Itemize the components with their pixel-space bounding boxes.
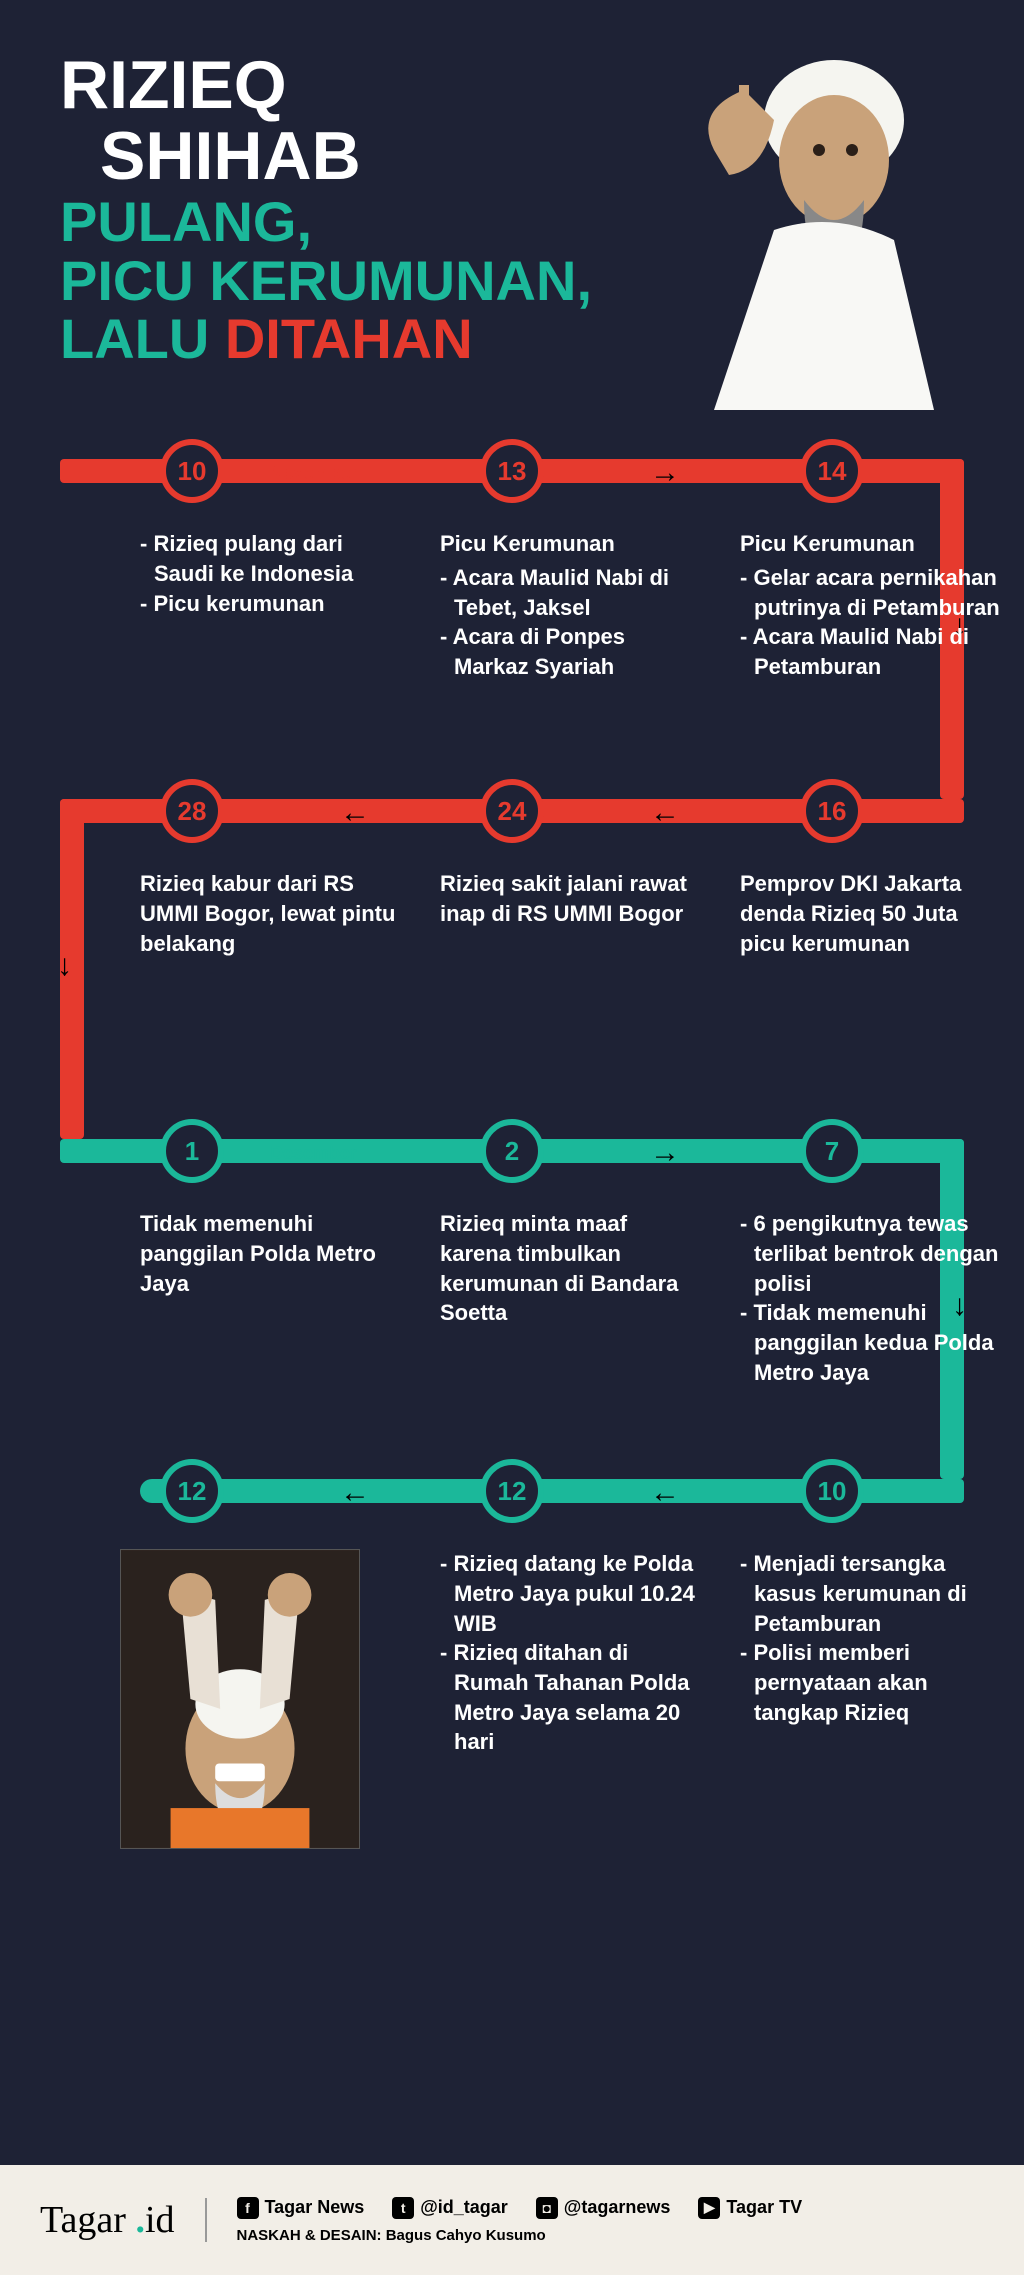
desc-text: Pemprov DKI Jakarta denda Rizieq 50 Juta… [740,869,1000,958]
timeline-node: 14 [800,439,864,503]
timeline-node: 2 [480,1119,544,1183]
timeline-node: 1 [160,1119,224,1183]
timeline-node: 10 [160,439,224,503]
timeline-node: 12 [480,1459,544,1523]
timeline-desc: Picu Kerumunan Gelar acara pernikahan put… [740,529,1000,681]
footer-brand: Tagar .id [40,2198,207,2242]
social-item[interactable]: t @id_tagar [392,2197,508,2219]
social-row: f Tagar News t @id_tagar ◘ @tagarnews ▶ Tagar T… [237,2197,803,2219]
timeline-desc: Rizieq pulang dari Saudi ke IndonesiaPic… [140,529,400,618]
arrow-icon: ↓ [57,949,72,983]
desc-item: Menjadi tersangka kasus kerumunan di Pet… [740,1549,1000,1638]
timeline-node: 24 [480,779,544,843]
desc-lead: Picu Kerumunan [440,529,700,559]
desc-list: Rizieq datang ke Polda Metro Jaya pukul … [440,1549,700,1757]
timeline-row-0: November→↓10Rizieq pulang dari Saudi ke … [60,429,964,769]
timeline-desc: Menjadi tersangka kasus kerumunan di Pet… [740,1549,1000,1727]
social-item[interactable]: f Tagar News [237,2197,365,2219]
footer-right: f Tagar News t @id_tagar ◘ @tagarnews ▶ Tagar T… [237,2197,803,2244]
timeline-photo [120,1549,360,1849]
desc-item: Tidak memenuhi panggilan kedua Polda Met… [740,1298,1000,1387]
month-label: November [270,463,358,484]
social-label: Tagar TV [726,2197,802,2218]
brand-dot: . [126,2199,145,2241]
footer: Tagar .id f Tagar News t @id_tagar ◘ @tagarne… [0,2165,1024,2275]
desc-item: Gelar acara pernikahan putrinya di Petam… [740,563,1000,622]
desc-item: Acara Maulid Nabi di Petamburan [740,622,1000,681]
month-label: Desember [270,1143,357,1164]
footer-credit: NASKAH & DESAIN: Bagus Cahyo Kusumo [237,2227,803,2244]
timeline-node: 7 [800,1119,864,1183]
timeline-node: 28 [160,779,224,843]
timeline-desc: Picu Kerumunan Acara Maulid Nabi di Tebet… [440,529,700,681]
desc-text: Rizieq sakit jalani rawat inap di RS UMM… [440,869,700,928]
desc-list: Acara Maulid Nabi di Tebet, JakselAcara … [440,563,700,682]
desc-text: Tidak memenuhi panggilan Polda Metro Jay… [140,1209,400,1298]
title-5b: DITAHAN [225,307,473,370]
social-label: @id_tagar [420,2197,508,2218]
timeline-node: 10 [800,1459,864,1523]
f-icon: f [237,2197,259,2219]
timeline-row-3: ← ← 12 12 Rizieq datang ke Polda Metro Jaya … [60,1449,964,1869]
arrow-icon: → [650,1136,680,1170]
desc-item: Rizieq pulang dari Saudi ke Indonesia [140,529,400,588]
social-label: Tagar News [265,2197,365,2218]
desc-item: Acara di Ponpes Markaz Syariah [440,622,700,681]
arrow-icon: ← [340,1476,370,1510]
brand-a: Tagar [40,2199,126,2241]
desc-text: Rizieq minta maaf karena timbulkan kerum… [440,1209,700,1328]
desc-text: Rizieq kabur dari RS UMMI Bogor, lewat p… [140,869,400,958]
timeline-desc: 6 pengikutnya tewas terlibat bentrok den… [740,1209,1000,1387]
arrow-icon: ← [340,796,370,830]
timeline-node: 13 [480,439,544,503]
desc-item: Rizieq ditahan di Rumah Tahanan Polda Me… [440,1638,700,1757]
title-5a: LALU [60,307,225,370]
desc-list: Menjadi tersangka kasus kerumunan di Pet… [740,1549,1000,1727]
ig-icon: ◘ [536,2197,558,2219]
timeline-desc: Rizieq minta maaf karena timbulkan kerum… [440,1209,700,1328]
timeline-node: 16 [800,779,864,843]
desc-list: Rizieq pulang dari Saudi ke IndonesiaPic… [140,529,400,618]
desc-lead: Picu Kerumunan [740,529,1000,559]
header: RIZIEQ SHIHAB PULANG, PICU KERUMUNAN, LA… [60,50,964,369]
timeline-desc: Rizieq datang ke Polda Metro Jaya pukul … [440,1549,700,1757]
timeline-desc: Tidak memenuhi panggilan Polda Metro Jay… [140,1209,400,1298]
timeline-desc: Rizieq kabur dari RS UMMI Bogor, lewat p… [140,869,400,958]
social-item[interactable]: ◘ @tagarnews [536,2197,671,2219]
social-item[interactable]: ▶ Tagar TV [698,2197,802,2219]
desc-item: 6 pengikutnya tewas terlibat bentrok den… [740,1209,1000,1298]
t-icon: t [392,2197,414,2219]
timeline-desc: Pemprov DKI Jakarta denda Rizieq 50 Juta… [740,869,1000,958]
timeline-row-1: ← ← ↓ 28 Rizieq kabur dari RS UMMI Bogor, le… [60,769,964,1109]
timeline: November → ↓ 10 Rizieq pulang dari Saudi ke … [60,429,964,1869]
desc-list: Gelar acara pernikahan putrinya di Petam… [740,563,1000,682]
desc-item: Rizieq datang ke Polda Metro Jaya pukul … [440,1549,700,1638]
social-label: @tagarnews [564,2197,671,2218]
brand-b: id [145,2199,175,2241]
timeline-node: 12 [160,1459,224,1523]
arrow-icon: ← [650,1476,680,1510]
timeline-desc: Rizieq sakit jalani rawat inap di RS UMM… [440,869,700,928]
desc-item: Picu kerumunan [140,589,400,619]
arrow-icon: → [650,456,680,490]
infographic-canvas: RIZIEQ SHIHAB PULANG, PICU KERUMUNAN, LA… [0,0,1024,2275]
arrow-icon: ← [650,796,680,830]
yt-icon: ▶ [698,2197,720,2219]
desc-item: Acara Maulid Nabi di Tebet, Jaksel [440,563,700,622]
desc-item: Polisi memberi pernyataan akan tangkap R… [740,1638,1000,1727]
timeline-row-2: Desember→↓1Tidak memenuhi panggilan Pold… [60,1109,964,1449]
hero-photo [634,30,994,410]
desc-list: 6 pengikutnya tewas terlibat bentrok den… [740,1209,1000,1387]
